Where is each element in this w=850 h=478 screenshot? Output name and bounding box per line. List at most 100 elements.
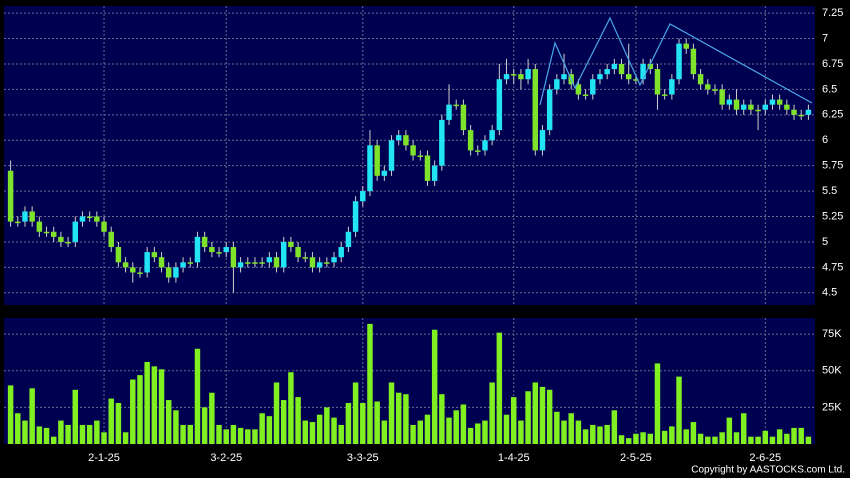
volume-bar [173,410,179,444]
candle-body [453,104,459,107]
candle-body [280,241,287,268]
volume-bar [496,332,503,444]
candle-body [273,257,280,268]
x-tick-label: 2-5-25 [620,452,652,464]
volume-bar [288,372,294,444]
volume-bar [295,397,301,444]
candle-body [431,165,438,181]
volume-bar [633,433,639,444]
candle-body [338,247,344,258]
candle-body [388,140,395,171]
candle-body [539,130,546,151]
candle-body [467,130,474,151]
volume-bar [266,416,273,444]
candle-body [309,257,316,268]
volume-bar [302,420,309,444]
volume-bar [431,329,438,444]
y-tick-label: 6.25 [822,109,843,121]
y-tick-label: 6 [822,134,828,146]
volume-bar [654,363,661,444]
candle-body [108,231,114,248]
candle-body [496,79,503,131]
candle-body [374,145,380,176]
volume-bar [776,429,783,444]
candle-body [460,104,467,131]
candle-body [784,104,790,110]
x-tick-label: 3-3-25 [347,452,379,464]
candle-body [554,79,560,90]
candle-body [712,89,718,91]
volume-bar [568,413,574,444]
candle-body [733,99,740,110]
volume-bar [475,423,481,444]
volume-bar [640,432,646,444]
candle-body [144,252,150,273]
volume-bar [273,382,280,444]
candle-body [58,236,64,242]
candle-body [201,236,208,248]
candle-body [690,48,697,75]
volume-bar [460,404,467,444]
volume-bar [532,382,539,444]
volume-bar [597,426,603,444]
volume-bar [122,432,129,444]
candle-body [122,262,129,268]
y-tick-label: 6.75 [822,58,843,70]
x-tick-label: 1-4-25 [498,452,530,464]
candle-body [604,69,610,75]
volume-bar [489,382,495,444]
candle-body [769,99,776,105]
candle-body [647,63,654,70]
volume-bar [561,420,567,444]
volume-bar [791,427,797,444]
volume-bar [29,388,35,444]
candle-body [252,262,258,264]
candle-body [22,211,28,222]
volume-bar [705,436,711,444]
volume-bar [22,420,28,444]
candle-body [360,191,366,202]
candle-body [367,145,373,192]
candle-body [532,69,539,151]
volume-bar [374,401,380,444]
y-tick-label: 6.5 [822,83,837,95]
candle-body [101,221,107,232]
volume-bar [805,436,812,444]
volume-bar [453,410,459,444]
volume-bar [769,436,776,444]
volume-bar [518,420,524,444]
volume-bar [360,402,366,444]
volume-bar [187,424,194,444]
volume-bar [510,397,517,444]
candle-body [654,69,661,95]
volume-bar [647,433,654,444]
volume-bar [417,420,424,444]
candle-body [611,63,618,70]
volume-bar [201,407,208,444]
candle-body [482,140,488,151]
candle-body [489,130,495,141]
volume-bar [503,414,510,444]
candle-body [324,262,330,264]
volume-bar [719,432,725,444]
volume-bar [525,391,531,444]
volume-bar [252,429,258,444]
volume-bar [324,407,330,444]
candle-body [245,262,251,264]
candle-body [259,262,265,264]
candle-body [151,252,158,258]
candle-body [762,104,769,110]
volume-bar [712,436,718,444]
volume-bar [108,398,114,444]
y-tick-label: 4.5 [822,287,837,299]
candle-body [29,211,35,222]
x-tick-label: 2-1-25 [88,452,120,464]
candle-body [740,104,747,110]
candle-body [403,135,409,146]
volume-bar [388,382,395,444]
volume-bar [245,429,251,444]
volume-bar [86,424,93,444]
candle-body [165,267,172,278]
volume-bar [65,424,71,444]
volume-bar [144,361,150,444]
